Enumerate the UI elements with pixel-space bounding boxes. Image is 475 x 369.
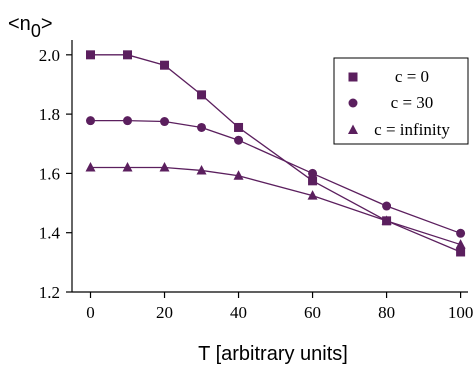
data-point-series-3 — [159, 161, 170, 172]
x-tick-label: 20 — [156, 303, 173, 322]
legend-label-3: c = infinity — [374, 120, 450, 139]
plot-frame — [71, 40, 468, 293]
data-point-series-3 — [122, 161, 133, 172]
legend-label-1: c = 0 — [395, 67, 429, 86]
y-tick-label: 1.6 — [39, 164, 60, 183]
data-point-series-1 — [86, 50, 96, 60]
x-tick-label: 60 — [304, 303, 321, 322]
x-tick-label: 80 — [378, 303, 395, 322]
data-point-series-2 — [234, 135, 244, 145]
x-axis-label: T [arbitrary units] — [198, 343, 348, 365]
data-point-series-2 — [123, 116, 133, 126]
legend: c = 0 c = 30 c = infinity — [333, 57, 469, 145]
x-tick-label: 0 — [86, 303, 95, 322]
series-line-2 — [90, 119, 461, 234]
data-point-series-2 — [197, 122, 207, 132]
series-markers — [85, 50, 466, 257]
legend-marker-2 — [348, 98, 358, 108]
series-lines — [90, 54, 461, 253]
data-point-series-1 — [308, 176, 318, 186]
tick-labels: 1.2 1.4 1.6 1.8 2.0 0 20 40 60 80 100 — [39, 46, 474, 322]
data-point-series-3 — [233, 170, 244, 180]
y-tick-label: 1.2 — [39, 283, 60, 302]
data-point-series-2 — [160, 117, 170, 127]
x-tick-label: 100 — [448, 303, 474, 322]
data-point-series-2 — [382, 201, 392, 211]
data-point-series-1 — [197, 90, 207, 100]
y-axis-label: <n0> — [8, 13, 53, 41]
series-line-3 — [90, 166, 461, 246]
data-point-series-3 — [455, 239, 466, 249]
series-line-1 — [90, 54, 461, 253]
ticks — [66, 54, 462, 298]
legend-label-2: c = 30 — [391, 93, 434, 112]
data-point-series-1 — [234, 122, 244, 132]
data-point-series-1 — [160, 60, 170, 70]
data-point-series-3 — [85, 161, 96, 172]
data-point-series-1 — [123, 50, 133, 60]
data-point-series-3 — [381, 215, 392, 225]
y-axis-label-subscript: 0 — [31, 21, 41, 41]
data-point-series-2 — [456, 228, 466, 238]
y-tick-label: 1.8 — [39, 105, 60, 124]
y-tick-label: 1.4 — [39, 224, 61, 243]
y-tick-label: 2.0 — [39, 46, 60, 65]
legend-marker-3 — [348, 124, 358, 134]
data-point-series-1 — [456, 247, 466, 257]
legend-items: c = 0 c = 30 c = infinity — [348, 67, 450, 139]
legend-marker-1 — [348, 72, 358, 82]
data-point-series-2 — [308, 168, 318, 178]
y-axis-label-close: > — [41, 13, 53, 35]
x-tick-label: 40 — [230, 303, 247, 322]
data-point-series-3 — [307, 190, 318, 200]
data-point-series-2 — [86, 116, 96, 126]
y-axis-label-main: <n — [8, 13, 31, 35]
data-point-series-3 — [196, 164, 207, 175]
